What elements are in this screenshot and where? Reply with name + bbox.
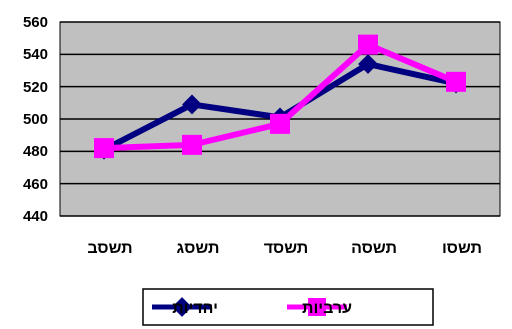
x-category-label: תשסג (177, 240, 220, 257)
legend-swatch-marker-series-1 (172, 297, 192, 317)
y-tick-label: 560 (23, 14, 48, 31)
data-point-series-1 (358, 54, 378, 74)
data-point-series-1 (182, 94, 202, 115)
legend-label-series-2: ערביות (302, 300, 352, 317)
x-axis-category-labels: תשסב תשסג תשסד תשסה תשסו (87, 240, 482, 257)
legend-label-series-1: יהדיות (172, 300, 218, 317)
legend: יהדיות ערביות (142, 288, 434, 326)
x-category-label: תשסד (264, 240, 309, 257)
y-tick-label: 520 (23, 79, 48, 96)
data-point-series-2 (270, 113, 290, 134)
x-category-label: תשסב (87, 240, 132, 257)
y-tick-label: 440 (23, 208, 48, 225)
y-tick-label: 500 (23, 111, 48, 128)
y-tick-label: 480 (23, 143, 48, 160)
y-tick-label: 460 (23, 176, 48, 193)
data-point-series-2 (94, 138, 114, 159)
data-point-series-2 (358, 34, 378, 55)
legend-swatch-marker-series-2 (308, 298, 326, 316)
x-category-label: תשסה (351, 240, 397, 257)
y-axis-tick-labels: 440 460 480 500 520 540 560 (23, 14, 48, 225)
y-tick-label: 540 (23, 46, 48, 63)
series-layer (94, 34, 466, 160)
data-point-series-2 (182, 134, 202, 155)
plot-border (59, 21, 501, 217)
x-category-label: תשסו (442, 240, 482, 257)
data-point-series-2 (446, 71, 466, 92)
